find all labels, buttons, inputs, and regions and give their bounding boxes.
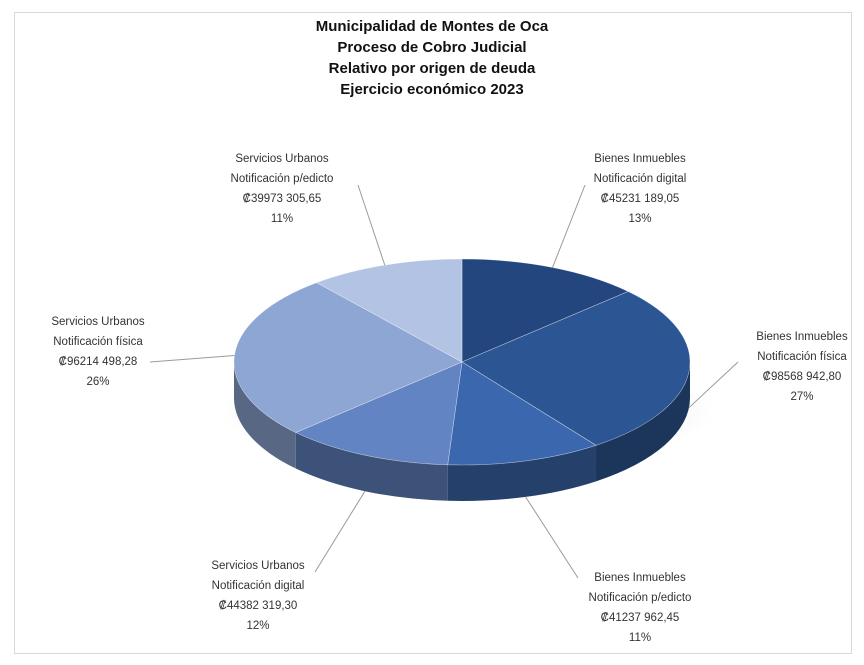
slice-label-4-category: Servicios Urbanos bbox=[51, 316, 145, 328]
leader-line-3 bbox=[314, 490, 366, 573]
slice-label-2-subcategory: Notificación p/edicto bbox=[589, 592, 692, 604]
pie-side-4 bbox=[234, 362, 296, 469]
pie-side-1 bbox=[596, 362, 690, 482]
slice-label-1-category: Bienes Inmuebles bbox=[756, 331, 848, 343]
pie-slice-3 bbox=[295, 361, 463, 466]
slice-label-2-value: ₡41237 962,45 bbox=[601, 612, 680, 624]
slice-label-5-subcategory: Notificación p/edicto bbox=[231, 173, 334, 185]
slice-label-4-subcategory: Notificación física bbox=[53, 336, 143, 348]
slice-label-5-value: ₡39973 305,65 bbox=[243, 193, 322, 205]
chart-title-line-3: Relativo por origen de deuda bbox=[328, 60, 536, 77]
chart-title-line-1: Municipalidad de Montes de Oca bbox=[315, 18, 549, 35]
slice-label-5-percent: 11% bbox=[271, 213, 293, 225]
slice-label-1-value: ₡98568 942,80 bbox=[763, 371, 842, 383]
chart-title-line-2: Proceso de Cobro Judicial bbox=[337, 39, 527, 56]
slice-label-0-percent: 13% bbox=[628, 213, 651, 225]
pie-slice-5 bbox=[315, 258, 463, 363]
leader-line-2 bbox=[525, 496, 579, 579]
slice-label-5-category: Servicios Urbanos bbox=[235, 153, 329, 165]
pie-slice-2 bbox=[447, 361, 597, 466]
pie-labels: Bienes Inmuebles Notificación digital ₡452… bbox=[51, 153, 848, 644]
pie-side-2 bbox=[447, 445, 597, 501]
leader-line-0 bbox=[552, 184, 586, 268]
slice-label-3-subcategory: Notificación digital bbox=[212, 580, 305, 592]
slice-label-0-value: ₡45231 189,05 bbox=[601, 193, 680, 205]
slice-label-0-category: Bienes Inmuebles bbox=[594, 153, 686, 165]
slice-label-2-percent: 11% bbox=[629, 632, 651, 644]
slice-label-3-percent: 12% bbox=[246, 620, 269, 632]
slice-label-4-percent: 26% bbox=[86, 376, 109, 388]
pie-slice-4 bbox=[233, 282, 463, 433]
pie-side-3 bbox=[295, 432, 448, 501]
slice-label-3-category: Servicios Urbanos bbox=[211, 560, 305, 572]
slice-label-2-category: Bienes Inmuebles bbox=[594, 572, 686, 584]
pie-side-wall bbox=[234, 362, 690, 501]
pie-slice-1 bbox=[461, 291, 691, 446]
slice-label-0-subcategory: Notificación digital bbox=[594, 173, 687, 185]
slice-label-4-value: ₡96214 498,28 bbox=[59, 356, 138, 368]
leader-line-4 bbox=[149, 355, 235, 363]
slice-label-3-value: ₡44382 319,30 bbox=[219, 600, 298, 612]
pie-slice-0 bbox=[461, 258, 629, 363]
slice-label-1-subcategory: Notificación física bbox=[757, 351, 847, 363]
slice-label-1-percent: 27% bbox=[790, 391, 813, 403]
leader-line-1 bbox=[688, 361, 739, 409]
chart-title-line-4: Ejercicio económico 2023 bbox=[340, 81, 524, 98]
chart-title: Municipalidad de Montes de Oca Proceso d… bbox=[0, 16, 864, 100]
leader-line-5 bbox=[357, 184, 386, 266]
pie-slices bbox=[233, 258, 691, 466]
